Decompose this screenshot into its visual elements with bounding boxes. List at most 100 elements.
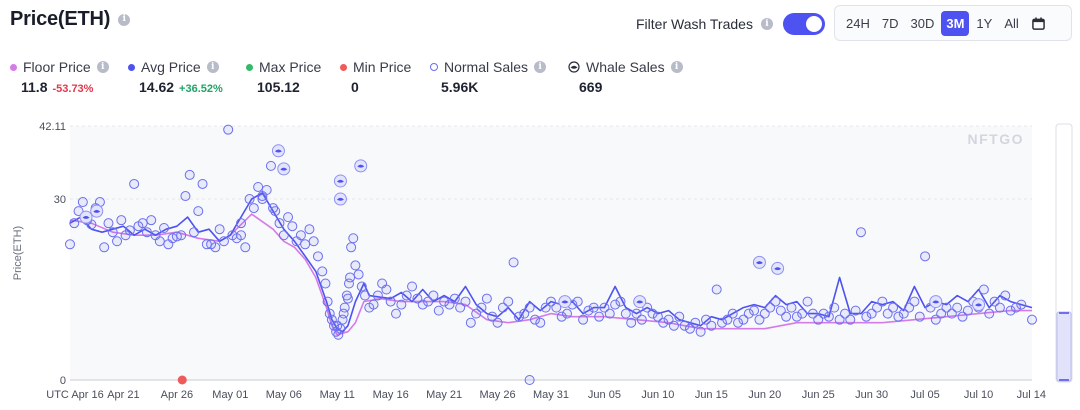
normal-sale-point[interactable] xyxy=(818,308,829,319)
normal-sale-point[interactable] xyxy=(304,224,315,235)
normal-sale-point[interactable] xyxy=(524,375,535,385)
normal-sale-point[interactable] xyxy=(385,296,396,307)
normal-sale-point[interactable] xyxy=(324,308,335,319)
normal-sale-point[interactable] xyxy=(914,311,925,322)
whale-sale-point[interactable] xyxy=(558,295,572,309)
normal-sale-point[interactable] xyxy=(984,308,995,319)
normal-sale-point[interactable] xyxy=(658,317,669,328)
normal-sale-point[interactable] xyxy=(312,251,323,262)
normal-sale-point[interactable] xyxy=(695,326,706,337)
normal-sale-point[interactable] xyxy=(1005,305,1016,316)
normal-sale-point[interactable] xyxy=(615,296,626,307)
normal-sale-point[interactable] xyxy=(781,311,792,322)
normal-sale-point[interactable] xyxy=(295,230,306,241)
normal-sale-point[interactable] xyxy=(223,124,234,135)
normal-sale-point[interactable] xyxy=(308,236,319,247)
normal-sale-point[interactable] xyxy=(572,296,583,307)
normal-sale-point[interactable] xyxy=(524,302,535,313)
normal-sale-point[interactable] xyxy=(343,278,354,289)
normal-sale-point[interactable] xyxy=(244,194,255,205)
normal-sale-point[interactable] xyxy=(668,320,679,331)
normal-sale-point[interactable] xyxy=(674,311,685,322)
normal-sale-point[interactable] xyxy=(346,242,357,253)
normal-sale-point[interactable] xyxy=(433,305,444,316)
normal-sale-point[interactable] xyxy=(184,169,195,180)
normal-sale-point[interactable] xyxy=(962,305,973,316)
normal-sale-point[interactable] xyxy=(508,257,519,268)
normal-sale-point[interactable] xyxy=(594,311,605,322)
normal-sale-point[interactable] xyxy=(188,227,199,238)
normal-sale-point[interactable] xyxy=(417,299,428,310)
normal-sale-point[interactable] xyxy=(492,317,503,328)
normal-sale-point[interactable] xyxy=(1027,314,1037,325)
normal-sale-point[interactable] xyxy=(647,308,658,319)
normal-sale-point[interactable] xyxy=(679,320,690,331)
info-icon[interactable]: i xyxy=(534,61,547,73)
whale-sale-point[interactable] xyxy=(633,295,647,309)
stat-whale-sales[interactable]: Whale Sales i 669 xyxy=(568,59,698,95)
normal-sale-point[interactable] xyxy=(283,212,294,223)
normal-sale-point[interactable] xyxy=(711,284,722,295)
normal-sale-point[interactable] xyxy=(513,311,524,322)
range-3m-button[interactable]: 3M xyxy=(941,10,970,36)
normal-sale-point[interactable] xyxy=(610,299,621,310)
normal-sale-point[interactable] xyxy=(278,230,289,241)
whale-sale-point[interactable] xyxy=(929,295,943,309)
info-icon[interactable]: i xyxy=(96,61,109,73)
normal-sale-point[interactable] xyxy=(888,302,899,313)
whale-sale-point[interactable] xyxy=(90,204,104,218)
normal-sale-point[interactable] xyxy=(65,239,75,250)
whale-sale-point[interactable] xyxy=(333,174,347,188)
normal-sale-point[interactable] xyxy=(356,281,367,292)
whale-sale-point[interactable] xyxy=(972,298,986,312)
normal-sale-point[interactable] xyxy=(1010,302,1021,313)
normal-sale-point[interactable] xyxy=(180,191,191,202)
stat-min-price[interactable]: Min Price 0 xyxy=(340,59,430,95)
normal-sale-point[interactable] xyxy=(141,227,152,238)
normal-sale-point[interactable] xyxy=(562,308,573,319)
normal-sale-point[interactable] xyxy=(733,317,744,328)
normal-sale-point[interactable] xyxy=(236,218,247,229)
normal-sale-point[interactable] xyxy=(893,311,904,322)
normal-sale-point[interactable] xyxy=(556,311,567,322)
normal-sale-point[interactable] xyxy=(342,293,353,304)
normal-sale-point[interactable] xyxy=(176,230,187,241)
normal-sale-point[interactable] xyxy=(978,284,989,295)
normal-sale-point[interactable] xyxy=(159,222,170,233)
normal-sale-point[interactable] xyxy=(265,160,276,171)
normal-sale-point[interactable] xyxy=(112,236,123,247)
normal-sale-point[interactable] xyxy=(236,230,247,241)
normal-sale-point[interactable] xyxy=(802,296,813,307)
stat-avg-price[interactable]: Avg Price i 14.62 +36.52% xyxy=(128,59,246,95)
stat-normal-sales[interactable]: Normal Sales i 5.96K xyxy=(430,59,568,95)
normal-sale-point[interactable] xyxy=(620,308,631,319)
normal-sale-point[interactable] xyxy=(103,218,114,229)
normal-sale-point[interactable] xyxy=(797,308,808,319)
normal-sale-point[interactable] xyxy=(439,296,450,307)
normal-sale-point[interactable] xyxy=(338,308,349,319)
normal-sale-point[interactable] xyxy=(107,227,118,238)
info-icon[interactable]: i xyxy=(760,18,773,30)
normal-sale-point[interactable] xyxy=(850,305,861,316)
normal-sale-point[interactable] xyxy=(257,191,268,202)
stat-max-price[interactable]: Max Price 105.12 xyxy=(246,59,340,95)
normal-sale-point[interactable] xyxy=(449,293,460,304)
normal-sale-point[interactable] xyxy=(129,178,140,189)
normal-sale-point[interactable] xyxy=(146,215,157,226)
whale-sale-point[interactable] xyxy=(752,255,766,269)
normal-sale-point[interactable] xyxy=(770,296,781,307)
range-1y-button[interactable]: 1Y xyxy=(976,15,993,31)
normal-sale-point[interactable] xyxy=(481,293,492,304)
normal-sale-point[interactable] xyxy=(240,242,251,253)
normal-sale-point[interactable] xyxy=(381,284,392,295)
normal-sale-point[interactable] xyxy=(320,278,331,289)
normal-sale-point[interactable] xyxy=(197,178,208,189)
normal-sale-point[interactable] xyxy=(626,317,637,328)
normal-sale-point[interactable] xyxy=(717,317,728,328)
normal-sale-point[interactable] xyxy=(861,311,872,322)
whale-sale-point[interactable] xyxy=(271,144,285,158)
normal-sale-point[interactable] xyxy=(401,290,412,301)
normal-sale-point[interactable] xyxy=(476,302,487,313)
normal-sale-point[interactable] xyxy=(322,296,333,307)
normal-sale-point[interactable] xyxy=(372,290,383,301)
